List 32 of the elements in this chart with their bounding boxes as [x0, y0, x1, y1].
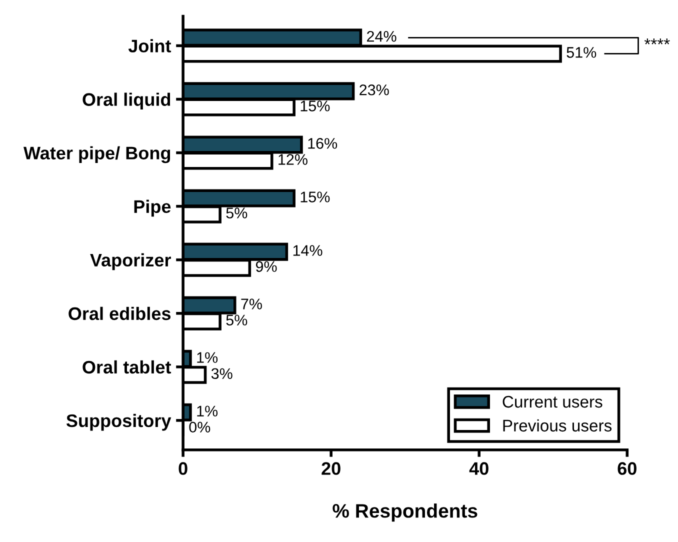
data-label: 1%	[197, 352, 218, 363]
x-tick-label: 0	[178, 462, 188, 475]
data-label: 0%	[189, 422, 210, 433]
data-label: 16%	[308, 138, 338, 149]
data-label: 1%	[197, 406, 218, 416]
y-tick-label: Oral tablet	[82, 360, 172, 374]
data-label: 9%	[256, 261, 277, 272]
y-tick-label: Water pipe/ Bong	[24, 146, 170, 164]
x-axis-title: % Respondents	[332, 503, 478, 522]
data-label: 12%	[278, 154, 308, 165]
data-label: 5%	[226, 208, 248, 218]
data-label: 3%	[211, 368, 232, 380]
y-tick-label: Suppository	[66, 414, 172, 431]
data-label: 24%	[367, 30, 396, 42]
y-tick-label: Vaporizer	[90, 253, 171, 270]
data-label: 7%	[241, 298, 262, 310]
legend-label: Previous users	[503, 419, 612, 432]
data-label: 23%	[360, 84, 389, 96]
y-tick-label: Oral edibles	[68, 306, 171, 320]
data-label: 51%	[566, 47, 596, 58]
data-label: 15%	[300, 192, 330, 202]
x-tick-label: 40	[469, 462, 488, 475]
y-tick-label: Joint	[128, 39, 172, 52]
legend-label: Current users	[502, 396, 602, 408]
data-label: 14%	[293, 245, 322, 256]
text: ****	[644, 38, 670, 44]
y-tick-label: Pipe	[134, 200, 171, 217]
x-tick-label: 20	[322, 462, 340, 475]
x-tick-label: 60	[618, 462, 636, 475]
y-tick-label: Oral liquid	[82, 92, 170, 110]
data-label: 15%	[300, 100, 330, 112]
data-label: 5%	[226, 314, 248, 326]
